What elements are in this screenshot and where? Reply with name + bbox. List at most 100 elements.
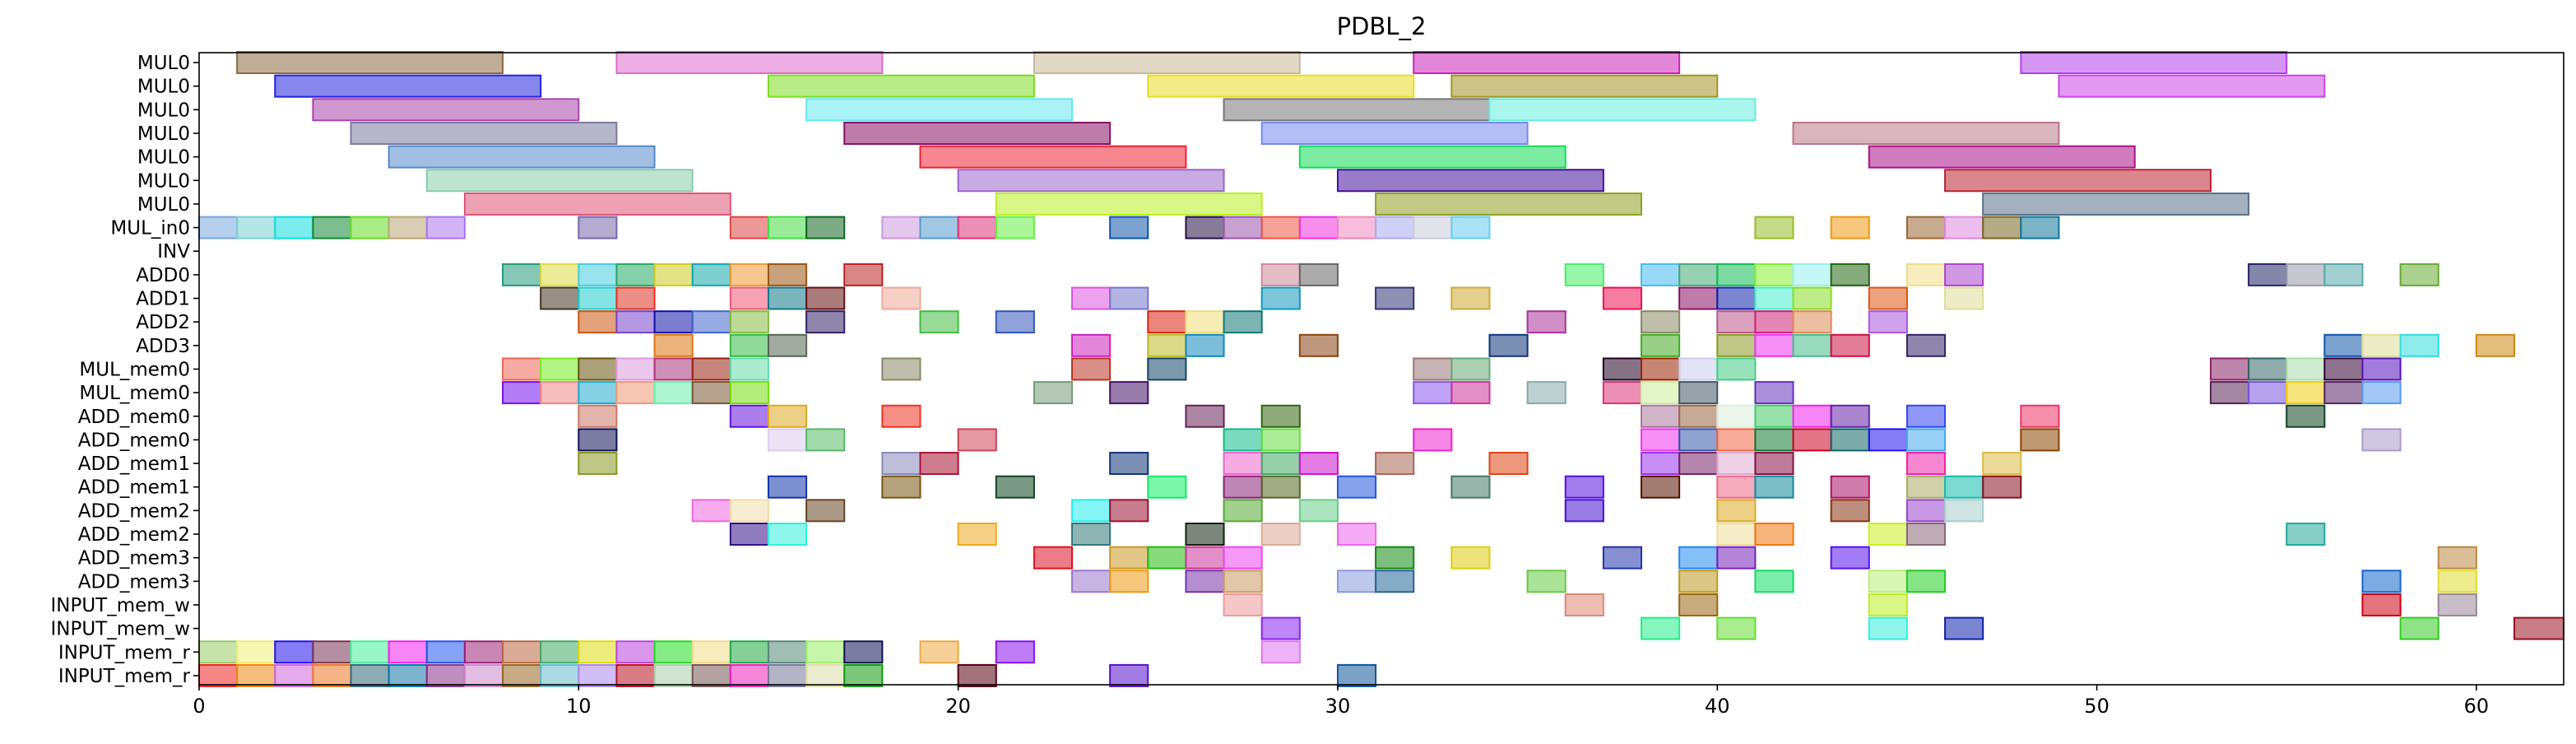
task-bar <box>578 357 618 381</box>
task-bar <box>957 428 997 452</box>
task-bar <box>1641 263 1681 286</box>
task-bar <box>653 381 694 405</box>
task-bar <box>350 121 618 145</box>
task-bar <box>236 663 276 687</box>
task-bar <box>957 663 997 687</box>
task-bar <box>1830 546 1870 570</box>
task-bar <box>1641 475 1681 499</box>
task-bar <box>2248 381 2288 405</box>
task-bar <box>1716 333 1757 357</box>
task-bar <box>1147 310 1187 334</box>
task-bar <box>1564 593 1604 616</box>
task-bar <box>1564 475 1604 499</box>
task-bar <box>236 216 276 239</box>
task-bar <box>2399 616 2439 640</box>
chart-title: PDBL_2 <box>1337 12 1427 40</box>
task-bar <box>1260 640 1301 664</box>
task-bar <box>615 640 656 664</box>
task-bar <box>881 286 921 310</box>
task-bar <box>1716 428 1757 452</box>
task-bar <box>1641 428 1681 452</box>
task-bar <box>388 663 428 687</box>
task-bar <box>1716 499 1757 523</box>
task-bar <box>1716 616 1757 640</box>
task-bar <box>1678 404 1719 428</box>
task-bar <box>1792 286 1832 310</box>
task-bar <box>1905 333 1947 357</box>
task-bar <box>578 286 618 310</box>
task-bar <box>1602 546 1643 570</box>
task-bar <box>1413 381 1453 405</box>
task-bar <box>1905 499 1947 523</box>
x-tick-label: 60 <box>2464 695 2490 718</box>
task-bar <box>1716 475 1757 499</box>
task-bar <box>1678 428 1719 452</box>
task-bar <box>1641 452 1681 476</box>
task-bar <box>1413 51 1681 74</box>
task-bar <box>578 381 618 405</box>
task-bar <box>1260 286 1301 310</box>
task-bar <box>1830 475 1870 499</box>
task-bar <box>502 381 542 405</box>
task-bar <box>1147 357 1187 381</box>
task-bar <box>1905 475 1947 499</box>
task-bar <box>312 216 352 239</box>
task-bar <box>1641 616 1681 640</box>
task-bar <box>2475 333 2516 357</box>
task-bar <box>1905 404 1947 428</box>
task-bar <box>578 452 618 476</box>
task-bar <box>1071 286 1112 310</box>
task-bar <box>1413 428 1453 452</box>
task-bar <box>995 640 1035 664</box>
task-bar <box>425 216 466 239</box>
task-bar <box>312 663 352 687</box>
y-tick-label: ADD_mem0 <box>78 407 190 428</box>
task-bar <box>1413 216 1453 239</box>
task-bar <box>1754 286 1794 310</box>
task-bar <box>1336 523 1377 546</box>
task-bar <box>729 523 769 546</box>
task-bar <box>1336 663 1377 687</box>
task-bar <box>1754 216 1794 239</box>
task-bar <box>1641 333 1681 357</box>
task-bar <box>1716 523 1757 546</box>
task-bar <box>2286 357 2326 381</box>
task-bar <box>1260 475 1301 499</box>
task-bar <box>1298 145 1566 169</box>
task-bar <box>767 286 808 310</box>
task-bar <box>805 428 846 452</box>
task-bar <box>881 475 921 499</box>
task-bar <box>2248 357 2288 381</box>
task-bar <box>578 263 618 286</box>
task-bar <box>1147 475 1187 499</box>
task-bar <box>767 663 808 687</box>
task-bar <box>1450 546 1491 570</box>
y-tick-label: ADD_mem2 <box>78 500 190 522</box>
task-bar <box>350 663 390 687</box>
task-bar <box>1905 452 1947 476</box>
task-bar <box>1868 570 1908 593</box>
task-bar <box>767 333 808 357</box>
task-bar <box>1982 216 2022 239</box>
task-bar <box>729 333 769 357</box>
task-bar <box>1375 546 1415 570</box>
task-bar <box>1564 499 1604 523</box>
task-bar <box>805 286 846 310</box>
task-bar <box>1109 570 1149 593</box>
task-bar <box>691 640 731 664</box>
task-bar <box>2399 263 2439 286</box>
task-bar <box>2323 333 2364 357</box>
task-bar <box>1109 452 1149 476</box>
y-tick-label: ADD_mem1 <box>78 453 190 475</box>
task-bar <box>1678 452 1719 476</box>
task-bar <box>919 310 959 334</box>
task-bar <box>1641 310 1681 334</box>
y-tick-label: ADD_mem3 <box>78 571 190 593</box>
task-bar <box>1375 452 1415 476</box>
task-bar <box>767 404 808 428</box>
task-bar <box>729 216 769 239</box>
task-bar <box>919 216 959 239</box>
task-bar <box>1830 404 1870 428</box>
task-bar <box>463 640 504 664</box>
